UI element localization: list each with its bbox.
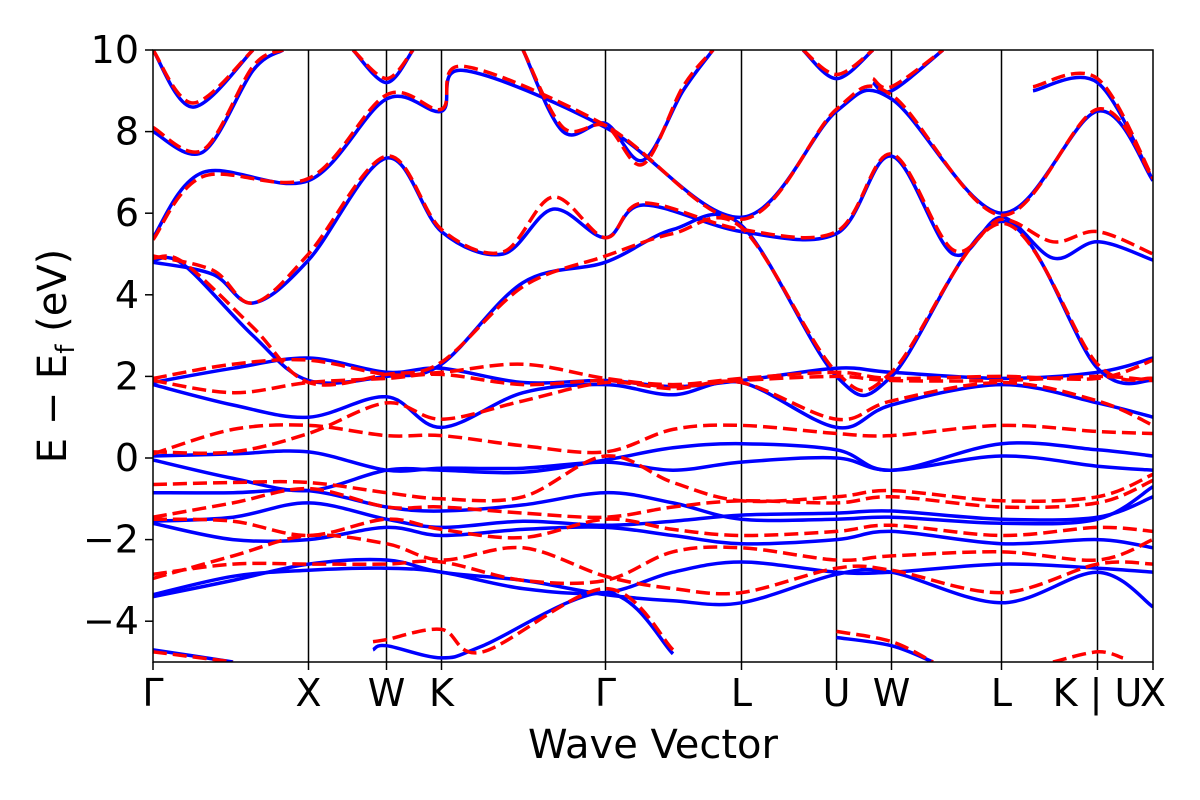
solid-band-line — [521, 50, 715, 163]
x-tick-label: W — [873, 671, 911, 715]
dashed-band-line — [801, 50, 875, 77]
dashed-band-line — [351, 50, 415, 81]
dashed-band-line — [153, 215, 1153, 393]
x-tick-label: U — [823, 671, 851, 715]
dashed-band-line — [153, 650, 234, 662]
x-tick-label: K | U — [1053, 671, 1143, 716]
band-lines — [153, 50, 1153, 662]
solid-band-line — [153, 379, 1153, 430]
dashed-band-line — [153, 454, 1153, 504]
y-axis-label-main: E − E — [30, 354, 76, 464]
solid-band-line — [153, 212, 1153, 398]
plot-frame — [152, 49, 1154, 663]
dashed-band-line — [871, 50, 945, 90]
dashed-band-line — [153, 64, 1153, 241]
dashed-band-line — [1052, 650, 1124, 662]
dashed-band-line — [153, 50, 255, 105]
dashed-band-line — [521, 50, 715, 167]
solid-band-line — [1032, 75, 1153, 182]
y-axis-label-unit: (eV) — [30, 249, 76, 345]
y-tick-label: 8 — [115, 110, 139, 154]
solid-band-line — [153, 449, 1153, 473]
y-axis-label: E − Ef (eV) — [30, 249, 81, 464]
x-tick-label: Γ — [142, 671, 163, 715]
solid-band-line — [153, 485, 1153, 526]
x-tick-label: K — [429, 671, 455, 715]
y-axis-label-subscript: f — [51, 344, 81, 354]
solid-band-line — [153, 50, 284, 156]
y-tick-label: 0 — [115, 436, 139, 480]
x-tick-label: L — [731, 671, 752, 715]
y-tick-label: −4 — [83, 599, 139, 643]
dashed-band-line — [153, 50, 284, 154]
y-tick-label: 6 — [115, 191, 139, 235]
dashed-band-line — [153, 423, 1153, 456]
y-tick-label: 2 — [115, 354, 139, 398]
solid-band-line — [153, 521, 1153, 550]
x-tick-label: W — [368, 671, 406, 715]
dashed-band-line — [153, 379, 1153, 455]
x-tick-label: X — [295, 671, 321, 715]
solid-band-line — [153, 495, 1153, 530]
y-tick-label: 4 — [115, 273, 139, 317]
dashed-band-line — [153, 517, 1153, 540]
dashed-band-line — [372, 586, 675, 655]
y-axis: −4 −2 0 2 4 6 8 10 — [83, 28, 153, 643]
solid-band-line — [372, 590, 675, 660]
y-tick-label: −2 — [83, 518, 139, 562]
dashed-band-line — [153, 357, 1153, 387]
dashed-band-line — [836, 629, 934, 662]
x-tick-label: X — [1140, 671, 1166, 715]
x-tick-label: Γ — [595, 671, 616, 715]
dashed-band-line — [153, 152, 1153, 305]
x-tick-label: L — [991, 671, 1012, 715]
solid-band-line — [153, 68, 1153, 239]
dashed-band-line — [1032, 71, 1153, 180]
x-axis-label: Wave Vector — [528, 722, 779, 768]
kpoint-lines — [307, 50, 1099, 662]
y-tick-label: 10 — [91, 28, 139, 72]
dashed-band-line — [153, 537, 1153, 586]
dashed-band-line — [153, 478, 1153, 520]
